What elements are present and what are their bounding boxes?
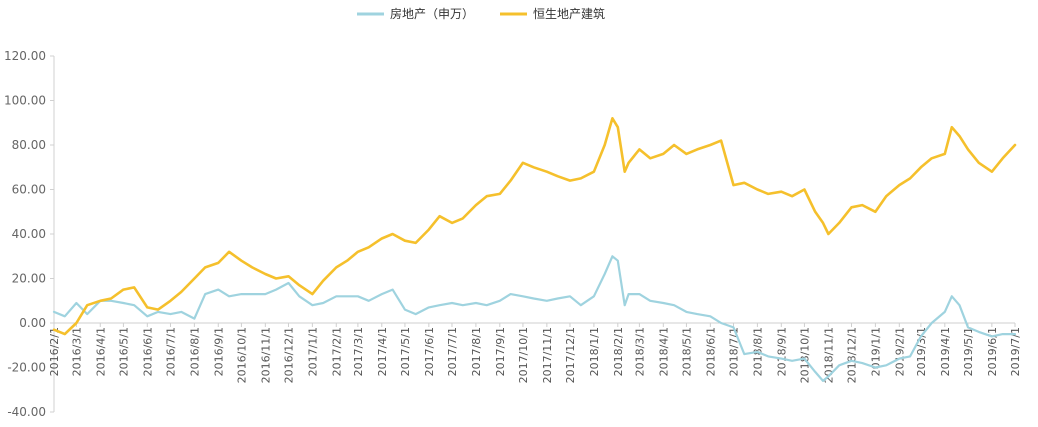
x-tick-label: 2016/12/1 bbox=[282, 327, 295, 383]
x-tick-label: 2018/10/1 bbox=[798, 327, 811, 383]
x-tick-label: 2019/6/1 bbox=[986, 327, 999, 376]
y-tick-label: 80.00 bbox=[12, 138, 46, 152]
y-tick-label: 120.00 bbox=[4, 49, 46, 63]
x-tick-label: 2018/5/1 bbox=[680, 327, 693, 376]
legend-label-series-2: 恒生地产建筑 bbox=[533, 6, 605, 21]
x-tick-label: 2018/3/1 bbox=[633, 327, 646, 376]
x-tick-label: 2017/9/1 bbox=[494, 327, 507, 376]
legend: 房地产（申万） 恒生地产建筑 bbox=[357, 6, 605, 21]
x-tick-label: 2017/5/1 bbox=[399, 327, 412, 376]
x-tick-label: 2018/7/1 bbox=[727, 327, 740, 376]
x-tick-label: 2019/1/1 bbox=[869, 327, 882, 376]
x-tick-label: 2018/4/1 bbox=[657, 327, 670, 376]
y-tick-label: 0.00 bbox=[19, 316, 46, 330]
x-tick-label: 2017/3/1 bbox=[352, 327, 365, 376]
x-tick-label: 2019/5/1 bbox=[962, 327, 975, 376]
x-tick-label: 2018/1/1 bbox=[588, 327, 601, 376]
x-tick-label: 2017/4/1 bbox=[376, 327, 389, 376]
y-tick-label: 60.00 bbox=[12, 183, 46, 197]
y-tick-label: 20.00 bbox=[12, 272, 46, 286]
x-tick-label: 2017/6/1 bbox=[423, 327, 436, 376]
x-tick-label: 2016/3/1 bbox=[70, 327, 83, 376]
x-tick-label: 2017/2/1 bbox=[330, 327, 343, 376]
x-tick-label: 2016/8/1 bbox=[188, 327, 201, 376]
y-tick-label: -20.00 bbox=[7, 361, 46, 375]
x-tick-label: 2019/2/1 bbox=[893, 327, 906, 376]
x-tick-label: 2018/6/1 bbox=[704, 327, 717, 376]
x-tick-label: 2016/11/1 bbox=[259, 327, 272, 383]
axes: -40.00 -20.00 0.00 20.00 40.00 60.00 80.00 100.… bbox=[4, 49, 1022, 419]
x-tick-label: 2017/8/1 bbox=[470, 327, 483, 376]
x-tick-label: 2018/2/1 bbox=[612, 327, 625, 376]
x-tick-label: 2017/7/1 bbox=[446, 327, 459, 376]
x-tick-label: 2016/9/1 bbox=[212, 327, 225, 376]
x-tick-label: 2016/7/1 bbox=[164, 327, 177, 376]
x-tick-label: 2019/7/1 bbox=[1009, 327, 1022, 376]
y-tick-label: 40.00 bbox=[12, 227, 46, 241]
y-tick-label: 100.00 bbox=[4, 94, 46, 108]
x-tick-label: 2017/1/1 bbox=[306, 327, 319, 376]
x-tick-label: 2018/12/1 bbox=[845, 327, 858, 383]
x-tick-label: 2018/9/1 bbox=[775, 327, 788, 376]
x-tick-label: 2016/2/1 bbox=[48, 327, 61, 376]
x-tick-label: 2016/6/1 bbox=[141, 327, 154, 376]
legend-label-series-1: 房地产（申万） bbox=[390, 6, 474, 21]
x-tick-label: 2017/11/1 bbox=[541, 327, 554, 383]
x-tick-label: 2016/10/1 bbox=[235, 327, 248, 383]
x-tick-label: 2018/11/1 bbox=[822, 327, 835, 383]
y-tick-label: -40.00 bbox=[7, 405, 46, 419]
x-tick-label: 2017/10/1 bbox=[517, 327, 530, 383]
series-line-2 bbox=[52, 117, 1017, 336]
x-tick-label: 2016/5/1 bbox=[117, 327, 130, 376]
x-tick-label: 2017/12/1 bbox=[564, 327, 577, 383]
x-tick-label: 2019/4/1 bbox=[939, 327, 952, 376]
series-layer bbox=[52, 117, 1017, 382]
x-tick-label: 2016/4/1 bbox=[94, 327, 107, 376]
